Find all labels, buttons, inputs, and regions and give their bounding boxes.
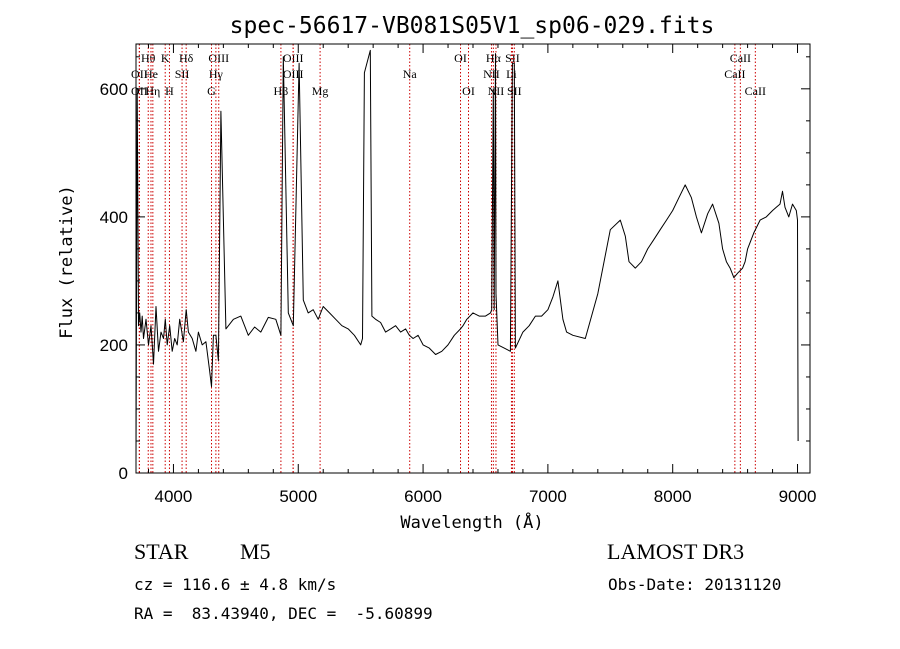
x-tick-label-2: 6000 [404,487,442,506]
spectral-line-label-3: He [144,67,158,81]
x-tick-label-4: 8000 [654,487,692,506]
x-tick-label-3: 7000 [529,487,567,506]
spectral-line-label-13: OIII [283,67,304,81]
spectral-line-label-14: Hβ [274,84,289,98]
spectral-line-label-6: SII [175,67,190,81]
spectral-line-label-1: OII [131,67,148,81]
survey-name: LAMOST DR3 [607,539,745,564]
redshift-velocity: cz = 116.6 ± 4.8 km/s [134,575,337,594]
x-tick-label-5: 9000 [779,487,817,506]
spectral-line-label-23: Li [506,67,517,81]
spectral-line-label-7: H [165,84,174,98]
x-tick-label-0: 4000 [155,487,193,506]
spectral-line-label-0: Hθ [141,51,156,65]
spectral-line-label-20: NII [483,67,500,81]
x-axis-label: Wavelength (Å) [400,511,543,533]
spectral-line-label-22: SII [505,51,520,65]
y-tick-label-3: 600 [100,80,128,99]
object-class: STAR [134,539,189,564]
spectral-line-label-17: OI [454,51,467,65]
y-tick-label-2: 400 [100,208,128,227]
spectral-line-label-19: Hα [486,51,502,65]
spectral-line-label-26: CaII [724,67,745,81]
flux-series-layer [135,49,799,461]
observation-date: Obs-Date: 20131120 [608,575,782,594]
spectral-line-label-18: OI [462,84,475,98]
spectral-line-label-8: Hδ [179,51,194,65]
spectral-line-label-15: Mg [312,84,329,98]
object-subclass: M5 [240,539,271,564]
spectral-line-label-9: OIII [208,51,229,65]
axes-ticks: 4000 5000 6000 7000 8000 9000 0 200 400 600 [100,44,817,506]
coordinates: RA = 83.43940, DEC = -5.60899 [134,604,433,623]
y-axis-label: Flux (relative) [57,185,77,339]
spectral-line-label-5: K [161,51,170,65]
y-tick-label-0: 0 [119,464,128,483]
flux-series-line [135,49,799,461]
spectral-line-label-10: Hγ [209,67,224,81]
y-tick-label-1: 200 [100,336,128,355]
spectral-line-label-16: Na [403,67,418,81]
spectral-line-label-4: Hη [145,84,160,98]
spectral-line-label-11: G [207,84,216,98]
spectral-line-label-27: CaII [745,84,766,98]
x-tick-label-1: 5000 [279,487,317,506]
plot-frame [135,43,811,474]
chart-title: spec-56617-VB081S05V1_sp06-029.fits [230,13,715,39]
spectral-line-label-25: CaII [730,51,751,65]
spectral-line-label-2: OII [131,84,148,98]
